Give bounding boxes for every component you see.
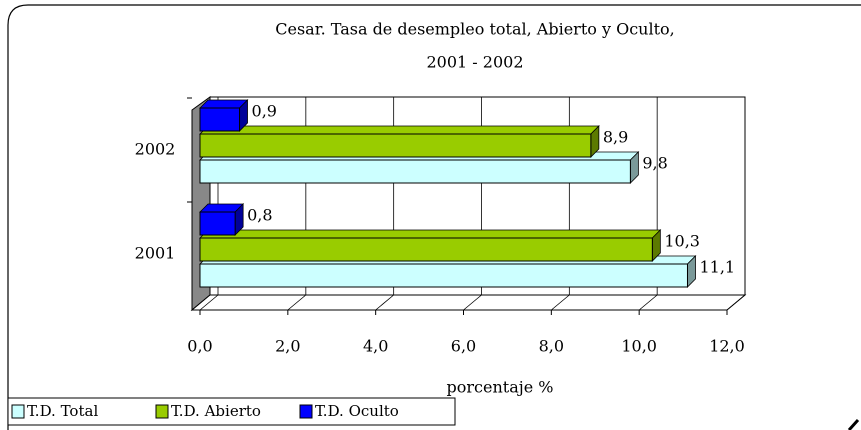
grid-line: [287, 294, 307, 311]
legend-label: T.D. Oculto: [315, 402, 399, 420]
chart-title: 2001 - 2002: [426, 53, 523, 72]
x-tick-label: 10,0: [621, 337, 657, 356]
legend-label: T.D. Total: [27, 402, 98, 420]
data-label: 10,3: [664, 232, 700, 251]
x-tick-label: 8,0: [539, 337, 564, 356]
legend-swatch: [299, 404, 313, 419]
x-tick-label: 2,0: [275, 337, 300, 356]
grid-line: [726, 294, 746, 311]
bar-top: [199, 229, 662, 239]
x-tick-label: 6,0: [451, 337, 476, 356]
bar: [199, 237, 653, 262]
bar-top: [199, 125, 600, 135]
chart-title: Cesar. Tasa de desempleo total, Abierto …: [275, 20, 675, 39]
legend: [7, 397, 456, 426]
bar: [199, 263, 688, 288]
x-axis-label: porcentaje %: [447, 378, 554, 397]
grid-line: [199, 294, 219, 311]
data-label: 8,9: [603, 128, 628, 147]
data-label: 11,1: [699, 258, 735, 277]
y-tick-label: 2001: [135, 244, 176, 263]
grid-line: [375, 294, 394, 311]
bar: [199, 159, 631, 184]
data-label: 0,8: [247, 206, 272, 225]
floor: [190, 294, 747, 311]
grid-line: [638, 294, 658, 311]
grid-line: [551, 294, 570, 311]
x-tick-label: 4,0: [363, 337, 388, 356]
bar: [199, 107, 241, 132]
bar: [199, 211, 236, 236]
grid-line: [463, 294, 482, 311]
frame-corner: [847, 418, 860, 430]
x-tick-label: 0,0: [187, 337, 212, 356]
legend-swatch: [11, 404, 25, 419]
legend-swatch: [155, 404, 169, 419]
x-tick-label: 12,0: [709, 337, 745, 356]
bar: [199, 133, 592, 158]
y-tick-label: 2002: [135, 140, 176, 159]
data-label: 9,8: [642, 154, 667, 173]
frame: [7, 4, 861, 430]
legend-label: T.D. Abierto: [171, 402, 261, 420]
data-label: 0,9: [252, 102, 277, 121]
